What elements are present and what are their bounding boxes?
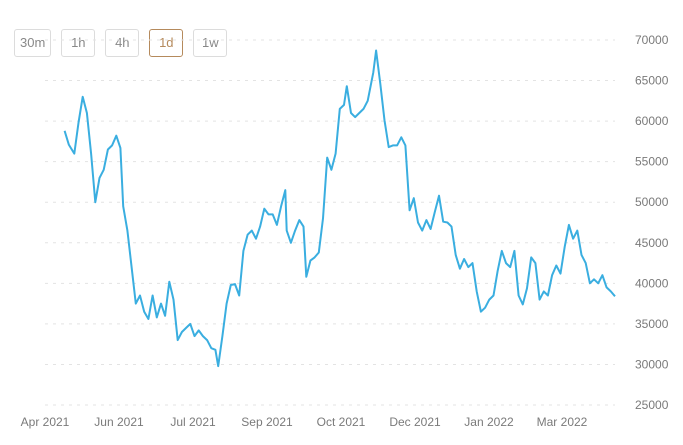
price-series-line (63, 49, 616, 368)
x-tick-label: Jun 2021 (94, 415, 144, 429)
timeframe-1h-button[interactable]: 1h (61, 29, 96, 57)
y-tick-label: 70000 (635, 33, 669, 47)
y-tick-label: 40000 (635, 276, 669, 290)
x-tick-label: Jul 2021 (170, 415, 216, 429)
y-tick-label: 55000 (635, 155, 669, 169)
x-tick-label: Jan 2022 (464, 415, 514, 429)
timeframe-1w-button[interactable]: 1w (193, 29, 228, 57)
y-tick-label: 60000 (635, 114, 669, 128)
timeframe-30m-button[interactable]: 30m (14, 29, 52, 57)
y-tick-label: 35000 (635, 317, 669, 331)
x-tick-label: Mar 2022 (537, 415, 588, 429)
x-tick-label: Oct 2021 (317, 415, 366, 429)
timeframe-4h-button[interactable]: 4h (105, 29, 140, 57)
x-tick-label: Apr 2021 (21, 415, 70, 429)
y-tick-label: 45000 (635, 236, 669, 250)
x-tick-label: Dec 2021 (389, 415, 441, 429)
x-tick-label: Sep 2021 (241, 415, 293, 429)
y-tick-label: 30000 (635, 357, 669, 371)
y-tick-label: 65000 (635, 74, 669, 88)
timeframe-1d-button[interactable]: 1d (149, 29, 184, 57)
timeframe-selector: 30m 1h 4h 1d 1w (14, 29, 228, 57)
y-tick-label: 25000 (635, 398, 669, 412)
y-tick-label: 50000 (635, 195, 669, 209)
